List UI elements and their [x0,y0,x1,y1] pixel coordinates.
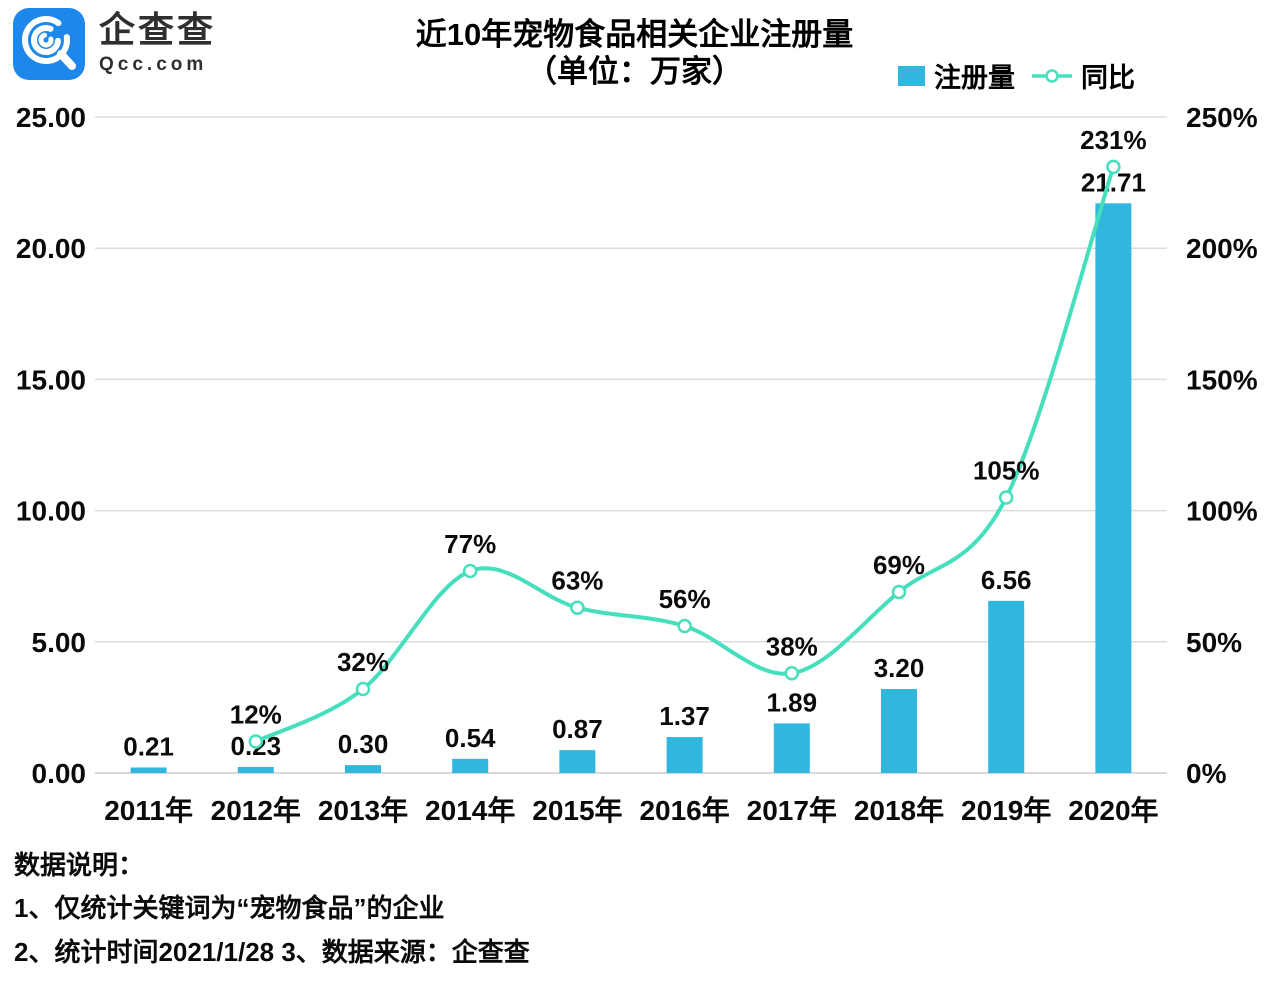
x-axis-label: 2013年 [318,794,408,826]
line-marker [355,681,371,697]
left-axis-tick-label: 10.00 [16,496,86,527]
chart-title: 近10年宠物食品相关企业注册量 （单位：万家） [0,16,1269,90]
logo-domain: Qcc.com [99,54,208,75]
pct-label: 32% [337,647,389,677]
line-marker [1106,159,1121,175]
bar-value-label: 1.37 [659,701,710,731]
x-axis-label: 2011年 [104,794,193,826]
pct-label: 69% [873,550,925,580]
legend-bar-label: 注册量 [934,63,1015,93]
right-axis-tick-label: 0% [1186,758,1227,789]
data-notes: 数据说明： 1、仅统计关键词为“宠物食品”的企业 2、统计时间2021/1/28… [14,850,530,981]
pct-label: 77% [444,529,496,559]
left-axis-tick-label: 25.00 [16,102,86,133]
bar [130,767,167,773]
legend-bar-swatch [898,65,925,86]
line-marker [570,600,585,615]
chart-title-line2: （单位：万家） [526,54,743,89]
x-axis-label: 2020年 [1068,794,1158,826]
chart-legend: 注册量 同比 [898,56,1135,95]
line-marker [248,734,264,749]
bar [1095,203,1132,774]
line-marker [677,618,692,634]
bar [988,600,1025,773]
x-axis-label: 2012年 [211,794,301,826]
x-axis-label: 2019年 [961,794,1051,826]
pct-label: 12% [230,700,282,730]
bar-value-label: 3.20 [874,653,925,683]
chart-canvas: 0.00 0% 5.00 50% 10.00 100% 15.00 150% 20.00 200%… [16,102,1258,826]
legend-line-marker-icon [1032,68,1072,83]
bar [773,723,810,773]
left-axis-tick-label: 15.00 [16,364,86,395]
left-axis-tick-label: 0.00 [32,758,87,789]
legend-line-label: 同比 [1081,63,1135,93]
line-marker [891,584,907,600]
right-axis-tick-label: 100% [1186,496,1258,527]
x-axis-label: 2014年 [425,794,515,826]
bar-value-label: 0.21 [123,731,174,761]
bar [452,758,489,773]
right-axis-tick-label: 200% [1186,233,1258,264]
right-axis-tick-label: 250% [1186,102,1258,133]
x-axis-label: 2016年 [639,794,729,826]
right-axis-tick-label: 50% [1186,627,1242,658]
data-notes-line2: 2、统计时间2021/1/28 3、数据来源：企查查 [14,937,530,967]
chart-title-line1: 近10年宠物食品相关企业注册量 [415,17,854,52]
line-marker [998,490,1014,505]
bar [237,766,274,773]
bar [881,689,917,773]
logo-name: 企查查 [99,9,217,50]
left-axis-tick-label: 5.00 [32,627,87,658]
bar-value-label: 1.89 [766,687,817,717]
x-axis-label: 2018年 [854,794,944,826]
bar-value-label: 6.56 [981,565,1032,595]
bar-value-label: 0.30 [338,729,389,759]
pct-label: 63% [551,566,603,596]
bar [559,750,596,773]
bar [345,765,381,773]
qcc-logo-icon [13,8,85,80]
x-axis-label: 2015年 [532,794,622,826]
left-axis-tick-label: 20.00 [16,233,86,264]
line-marker [462,563,478,579]
qcc-logo-text: 企查查 Qcc.com [99,10,216,78]
data-notes-line1: 1、仅统计关键词为“宠物食品”的企业 [14,893,445,923]
pct-label: 56% [659,584,711,614]
x-axis-label: 2017年 [747,794,837,826]
bar-value-label: 0.54 [445,723,496,753]
qcc-logo: 企查查 Qcc.com [13,8,216,80]
pct-label: 231% [1080,125,1147,155]
data-notes-heading: 数据说明： [14,850,145,880]
bar [666,737,703,773]
right-axis-tick-label: 150% [1186,364,1258,395]
bar-value-label: 0.87 [552,714,603,744]
pct-label: 38% [766,631,818,661]
line-marker [784,666,800,681]
pct-label: 105% [973,455,1040,485]
